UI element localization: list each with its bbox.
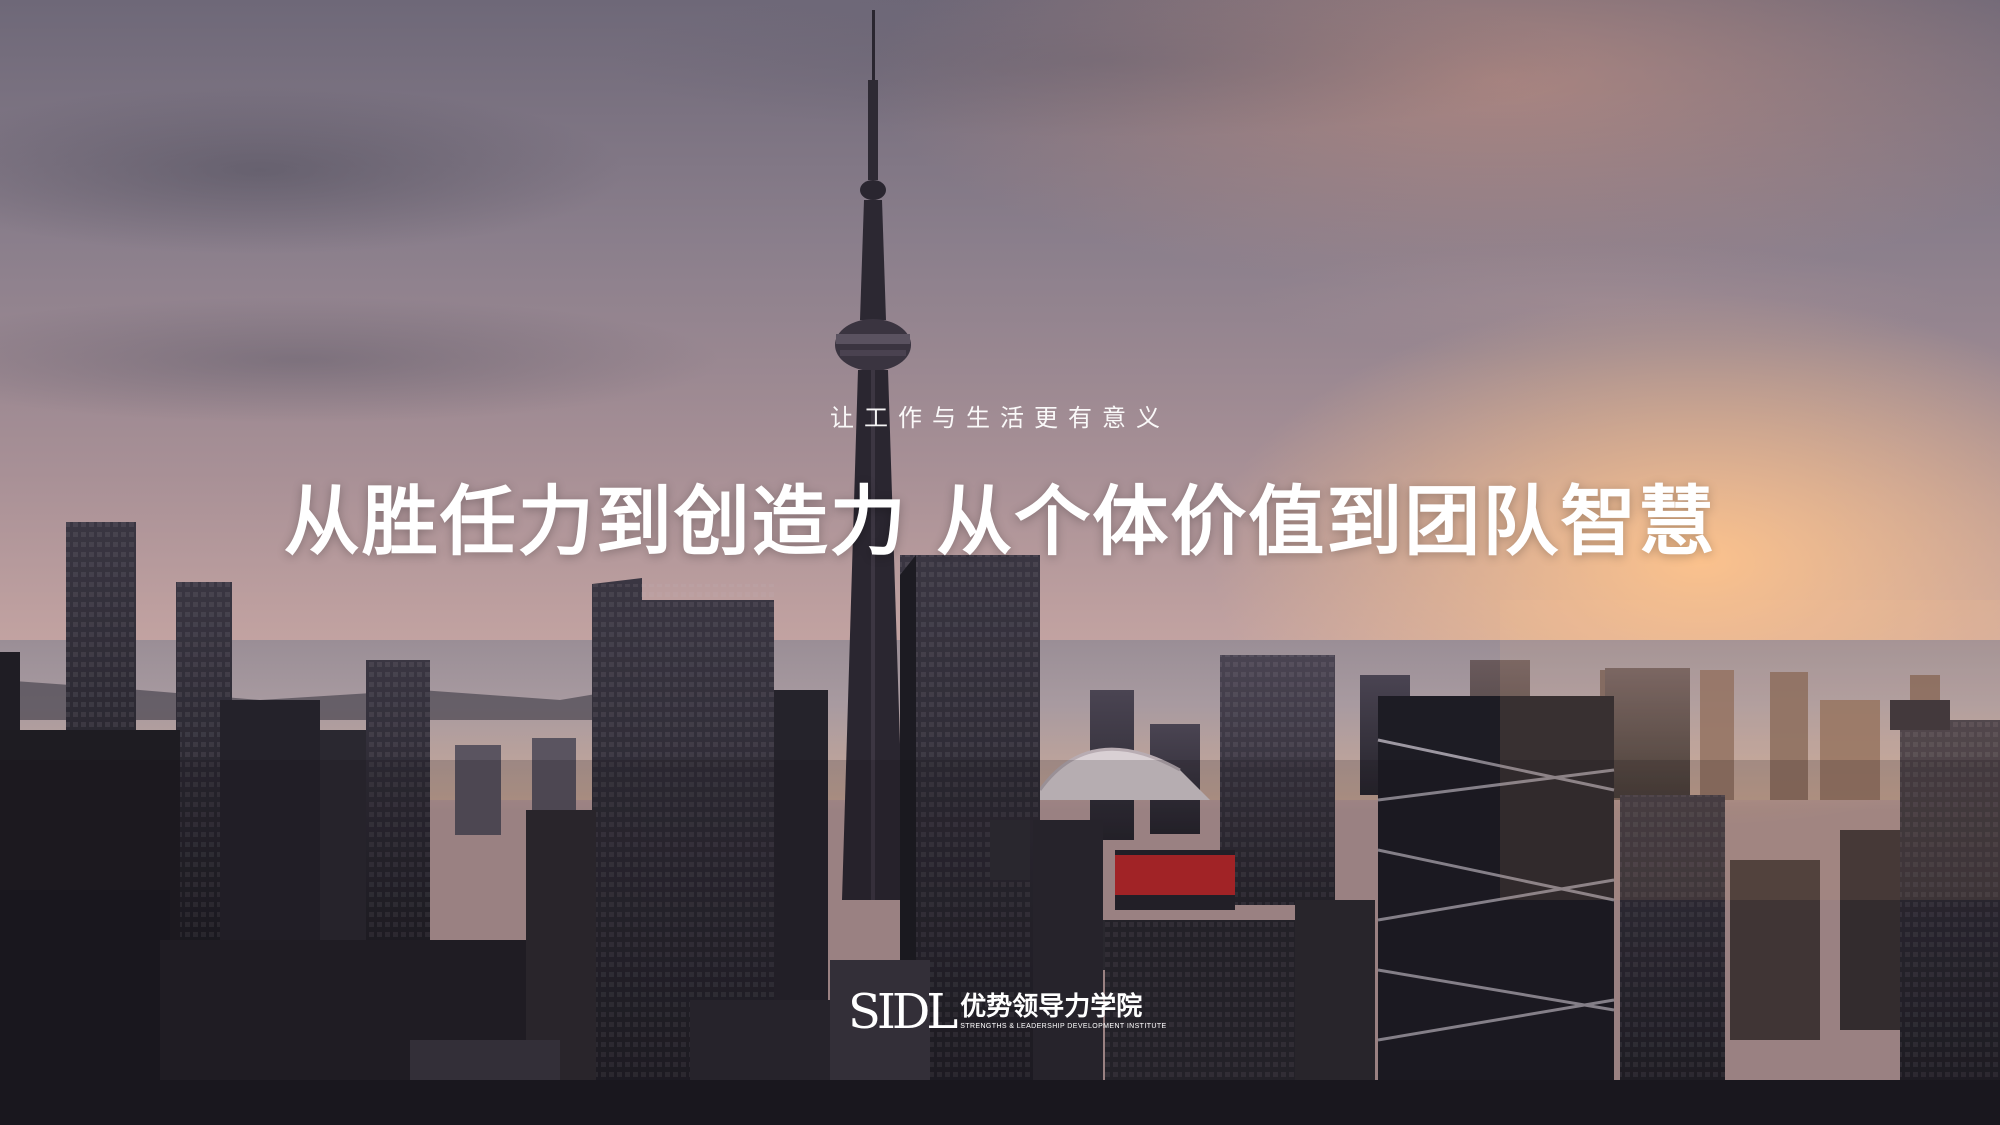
striped-tower <box>1377 696 1615 1125</box>
institute-logo: SIDL 优势领导力学院 STRENGTHS & LEADERSHIP DEVE… <box>848 984 1168 1040</box>
right-towers <box>1620 700 2000 1125</box>
logo-text: 优势领导力学院 STRENGTHS & LEADERSHIP DEVELOPME… <box>960 992 1166 1032</box>
slide-tagline: 让工作与生活更有意义 <box>830 404 1170 432</box>
foreground-buildings <box>0 820 2000 1125</box>
cn-tower <box>835 10 911 900</box>
logo-name-cn: 优势领导力学院 <box>960 992 1143 1022</box>
left-towers <box>0 522 540 1125</box>
logo-name-en: STRENGTHS & LEADERSHIP DEVELOPMENT INSTI… <box>960 1023 1167 1030</box>
logo-mark: SIDL <box>848 984 958 1040</box>
cloud-layer <box>0 0 2000 600</box>
slide-headline: 从胜任力到创造力 从个体价值到团队智慧 <box>283 477 1717 566</box>
